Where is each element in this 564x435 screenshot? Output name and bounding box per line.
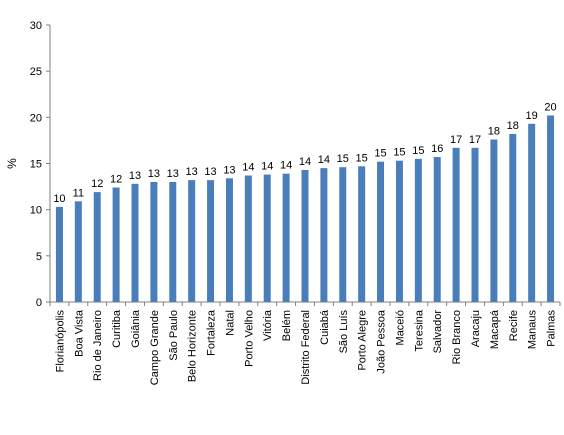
bar-value-label: 17 (469, 134, 481, 146)
bar (263, 174, 271, 302)
y-tick-label: 20 (30, 112, 42, 124)
y-tick-label: 5 (36, 251, 42, 263)
category-label: Salvador (432, 310, 444, 354)
bar-value-label: 13 (167, 168, 179, 180)
category-label: Porto Alegre (357, 310, 369, 371)
y-tick-label: 30 (30, 20, 42, 32)
category-label: Goiânia (130, 309, 142, 348)
bar-value-label: 20 (544, 101, 556, 113)
bar-value-label: 14 (299, 156, 311, 168)
bar (93, 192, 101, 302)
category-label: Porto Velho (243, 310, 255, 367)
bar (547, 115, 555, 302)
category-label: Campo Grande (149, 310, 161, 385)
category-labels-group: Florianópolis Boa Vista Rio de Janeiro Curi… (54, 309, 557, 385)
bar (452, 147, 460, 302)
bar-value-label: 12 (110, 174, 122, 186)
bar (528, 123, 536, 303)
y-axis: 0 5 10 15 20 25 30 (30, 20, 51, 309)
y-tick-label: 10 (30, 205, 42, 217)
bar-value-label: 11 (73, 187, 84, 199)
bar-value-label: 17 (450, 134, 462, 146)
bar-value-label: 15 (374, 148, 386, 160)
category-label: Recife (508, 310, 520, 341)
bar (414, 158, 422, 302)
bar-value-label: 13 (204, 166, 216, 178)
bar (301, 169, 309, 302)
bar (490, 139, 498, 302)
bar-value-label: 13 (129, 170, 141, 182)
bar-value-label: 13 (223, 164, 235, 176)
category-label: Aracaju (470, 310, 482, 347)
category-label: Florianópolis (54, 310, 66, 373)
category-label: São Luís (338, 310, 350, 354)
bar (131, 183, 139, 302)
bar-value-label: 19 (526, 110, 538, 122)
bar-value-label: 18 (488, 125, 500, 137)
bar (169, 181, 177, 302)
y-tick-label: 0 (36, 297, 42, 309)
category-label: Belo Horizonte (187, 310, 199, 382)
bar (74, 201, 82, 302)
x-axis (49, 301, 561, 306)
bar-value-label: 12 (91, 178, 103, 190)
bar (395, 160, 403, 302)
bar-value-label: 10 (53, 193, 65, 205)
bar (225, 178, 233, 302)
bar-value-label: 13 (186, 166, 198, 178)
category-label: Boa Vista (73, 309, 85, 357)
data-labels-group: 10 11 12 12 13 13 13 13 13 13 14 14 14 14 14 15 15 15 15 15… (53, 101, 556, 204)
category-label: Rio Branco (451, 310, 463, 364)
bar (339, 167, 347, 302)
bar-value-label: 16 (431, 143, 443, 155)
category-label: Manaus (527, 310, 539, 350)
bar-value-label: 14 (261, 161, 273, 173)
category-label: Cuiabá (319, 309, 331, 345)
bar (377, 161, 385, 302)
category-label: João Pessoa (376, 309, 388, 373)
y-tick-label: 15 (30, 159, 42, 171)
bar (282, 173, 290, 302)
y-tick-label: 25 (30, 66, 42, 78)
bar (244, 175, 252, 302)
bar-value-label: 15 (337, 153, 349, 165)
bar-value-label: 15 (412, 145, 424, 157)
bar (433, 157, 441, 302)
category-label: Maceió (394, 310, 406, 345)
category-label: Belém (281, 310, 293, 341)
bar-value-label: 14 (242, 162, 254, 174)
bar-value-label: 18 (507, 120, 519, 132)
category-label: Curitiba (111, 309, 123, 348)
category-label: Distrito Federal (300, 310, 312, 385)
category-label: Teresina (413, 309, 425, 351)
bar (509, 133, 517, 302)
bar (112, 187, 120, 302)
bar (358, 166, 366, 302)
category-label: Palmas (546, 310, 558, 347)
category-label: Macapá (489, 309, 501, 349)
category-label: Rio de Janeiro (92, 310, 104, 381)
category-label: Fortaleza (206, 309, 218, 356)
y-axis-label: % (5, 158, 19, 169)
category-label: Vitória (262, 309, 274, 341)
bars-group (55, 115, 555, 303)
bar-value-label: 15 (393, 147, 405, 159)
bar (471, 147, 479, 302)
category-label: Natal (224, 310, 236, 336)
bar-value-label: 14 (280, 160, 292, 172)
bar (150, 181, 158, 302)
bar (320, 168, 328, 302)
bar (207, 180, 215, 302)
bar-value-label: 13 (148, 168, 160, 180)
category-label: São Paulo (168, 310, 180, 361)
bar (55, 206, 63, 302)
bar-value-label: 15 (356, 152, 368, 164)
bar (188, 180, 196, 302)
bar-value-label: 14 (318, 154, 330, 166)
